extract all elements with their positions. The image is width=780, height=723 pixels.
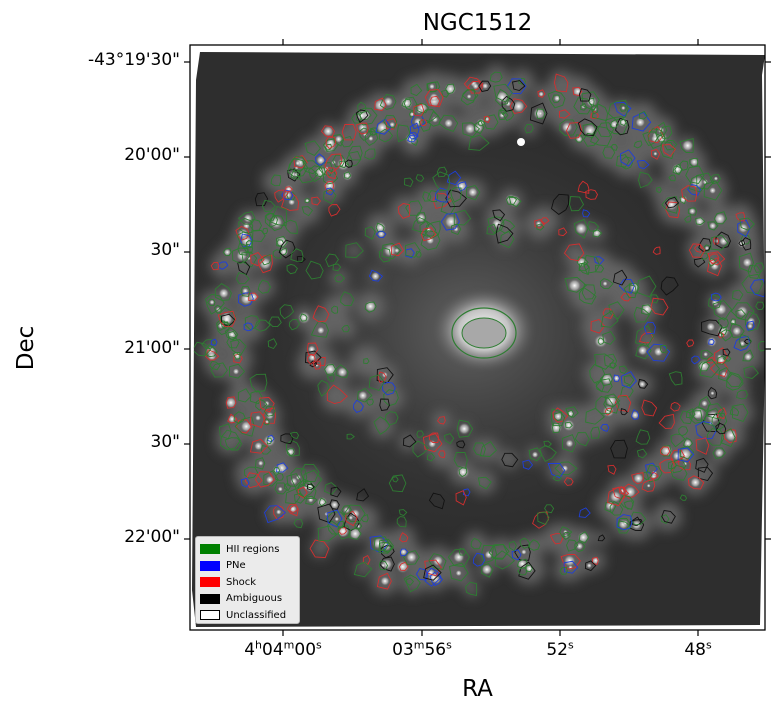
- legend-swatch: [200, 560, 220, 571]
- legend-item: Ambiguous: [200, 591, 299, 608]
- x-tick-label: 52s: [546, 638, 574, 660]
- y-tick-label: 22'00": [124, 527, 180, 547]
- y-tick-label: 30": [150, 240, 180, 260]
- y-tick-label: 21'00": [124, 338, 180, 358]
- legend-label: PNe: [226, 560, 246, 572]
- legend-swatch: [200, 544, 220, 555]
- x-axis-label: RA: [462, 676, 493, 702]
- x-tick-label: 03m56s: [392, 638, 452, 660]
- legend-label: Ambiguous: [226, 593, 283, 605]
- y-tick-label: 30": [150, 432, 180, 452]
- legend: HII regions PNe Shock Ambiguous Unclassi…: [195, 536, 300, 624]
- legend-swatch: [200, 577, 220, 588]
- legend-label: HII regions: [226, 543, 280, 555]
- legend-swatch: [200, 610, 220, 621]
- legend-label: Shock: [226, 576, 257, 588]
- legend-item: Unclassified: [200, 607, 299, 624]
- y-tick-label: 20'00": [124, 145, 180, 165]
- y-tick-label: -43°19'30": [87, 50, 180, 70]
- legend-item: HII regions: [200, 541, 299, 558]
- chart-title: NGC1512: [422, 10, 533, 36]
- legend-label: Unclassified: [226, 609, 287, 621]
- x-tick-label: 48s: [684, 638, 712, 660]
- y-axis-label: Dec: [13, 325, 39, 371]
- legend-item: PNe: [200, 558, 299, 575]
- image-field: [192, 52, 765, 627]
- legend-item: Shock: [200, 574, 299, 591]
- plot-frame: [189, 44, 766, 631]
- legend-swatch: [200, 593, 220, 604]
- x-tick-label: 4h04m00s: [244, 638, 322, 660]
